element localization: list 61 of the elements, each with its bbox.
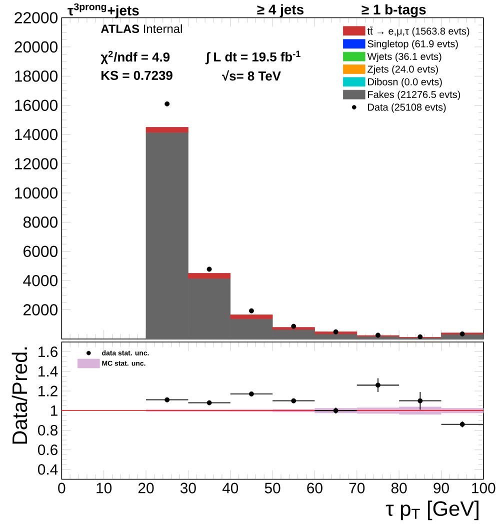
x-axis-title: τ p$_{T}$ [GeV] bbox=[386, 500, 478, 520]
point bbox=[164, 101, 170, 106]
text: ≥ 1 b-tags bbox=[362, 4, 426, 18]
legend-label: Zjets (24.0 evts) bbox=[368, 65, 438, 75]
point bbox=[248, 308, 254, 314]
y-tick-label: 16000 bbox=[15, 100, 58, 111]
y-tick-label: 0.8 bbox=[38, 424, 58, 436]
x-tick-label: 40 bbox=[222, 482, 238, 494]
point bbox=[460, 331, 465, 336]
x-tick-label: 100 bbox=[472, 482, 496, 494]
annotation: χ$^{2}$/ndf = 4.9 bbox=[100, 50, 170, 64]
point bbox=[291, 324, 296, 329]
y-tick-label: 1.4 bbox=[38, 366, 58, 377]
y-tick-label: 6000 bbox=[23, 246, 58, 258]
y-tick-label: 20000 bbox=[14, 41, 58, 53]
y-tick-label: 14000 bbox=[15, 128, 58, 140]
legend-label: Data (25108 evts) bbox=[368, 103, 446, 113]
legend-label: Dibosn (0.0 evts) bbox=[368, 78, 442, 88]
chart-title: τ$^{3prong}$+jets bbox=[68, 3, 139, 18]
point bbox=[291, 398, 296, 404]
legend-label: Singletop (61.9 evts) bbox=[368, 40, 458, 50]
bar bbox=[188, 273, 230, 279]
y-tick-label: 1.2 bbox=[38, 386, 58, 396]
x-tick-label: 90 bbox=[434, 482, 449, 494]
y-tick-label: 12000 bbox=[15, 158, 58, 170]
point bbox=[375, 332, 380, 338]
x-tick-label: 50 bbox=[264, 482, 280, 494]
bar bbox=[230, 314, 273, 319]
y-axis-title: Data/Pred. bbox=[12, 347, 28, 444]
y-tick-label: 1 bbox=[50, 405, 58, 416]
legend-label: Wjets (36.1 evts) bbox=[367, 52, 442, 62]
y-tick-label: 18000 bbox=[15, 70, 58, 82]
y-tick-label: 0.4 bbox=[38, 464, 58, 475]
annotation: √s= 8 TeV bbox=[222, 70, 281, 81]
bar bbox=[146, 127, 188, 133]
legend-label: tt̄ → e,μ,τ (1563.8 evts) bbox=[367, 26, 470, 37]
point bbox=[164, 397, 170, 402]
y-tick-label: 2000 bbox=[23, 304, 58, 316]
annotation: KS = 0.7239 bbox=[101, 70, 172, 80]
point bbox=[333, 329, 338, 334]
y-tick-label: 0.6 bbox=[38, 444, 58, 456]
x-tick-label: 60 bbox=[307, 482, 322, 494]
x-tick-label: 30 bbox=[180, 482, 196, 494]
point bbox=[418, 334, 423, 340]
point bbox=[206, 266, 212, 272]
y-tick-label: 8000 bbox=[23, 216, 58, 228]
y-tick-label: 22000 bbox=[14, 12, 58, 24]
point bbox=[375, 382, 380, 388]
y-tick-label: 1.6 bbox=[38, 346, 58, 358]
x-tick-label: 80 bbox=[391, 482, 407, 494]
x-tick-label: 0 bbox=[58, 482, 66, 494]
x-tick-label: 20 bbox=[138, 482, 154, 494]
y-tick-label: 10000 bbox=[15, 187, 58, 199]
x-tick-label: 10 bbox=[96, 482, 112, 494]
legend-label: Fakes (21276.5 evts) bbox=[368, 90, 460, 100]
x-tick-label: 70 bbox=[349, 482, 365, 494]
annotation: ∫ L dt = 19.5 fb$^{-1}$ bbox=[205, 50, 300, 64]
text: ≥ 4 jets bbox=[257, 4, 304, 18]
annotation: ATLAS Internal bbox=[100, 24, 182, 34]
y-tick-label: 4000 bbox=[23, 274, 58, 286]
point bbox=[418, 398, 423, 404]
